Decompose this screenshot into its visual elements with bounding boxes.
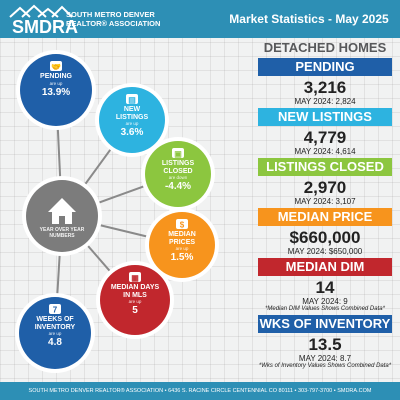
hub-label: YEAR OVER YEAR NUMBERS [39,227,85,239]
stat-prior-year: MAY 2024: 2,824 [294,97,356,106]
change-value: 13.9% [41,86,71,98]
direction-text: are up [49,80,63,86]
direction-text: are up [48,331,62,336]
stat-value: 13.5 [308,335,342,354]
stat-value: 2,970 [303,178,347,197]
detached-homes-panel: DETACHED HOMES PENDING 3,216 MAY 2024: 2,8… [252,40,398,370]
stat-block: MEDIAN PRICE $660,000 MAY 2024: $650,000 [252,208,398,256]
calendar-7-icon [49,304,61,314]
listing-sign-icon [126,94,138,104]
stat-label: PENDING [258,58,392,76]
money-bag-icon [176,219,188,229]
stat-label: MEDIAN DIM [258,258,392,276]
association-name: SOUTH METRO DENVER REALTOR® ASSOCIATION [66,10,161,28]
page-title: Market Statistics - May 2025 [229,12,389,26]
median-days-circle [100,265,170,335]
header-bar: SMDRA SOUTH METRO DENVER REALTOR® ASSOCI… [0,0,400,38]
stat-label: LISTINGS CLOSED [258,158,392,176]
listings-closed-circle [145,141,211,207]
calendar-7-icon-glyph: 7 [53,306,58,315]
stat-block: MEDIAN DIM 14 MAY 2024: 9 *Median DIM Value… [252,258,398,313]
median-prices-label: MEDIAN PRICES are up 1.5% [149,231,215,263]
listing-sign-icon-glyph: ▤ [128,96,136,105]
calendar-icon [129,272,141,282]
stat-prior-year: MAY 2024: $650,000 [287,247,363,256]
direction-text: are up [175,246,189,251]
median-prices-circle [149,212,215,278]
sold-sign-icon-glyph: ▣ [174,150,182,159]
year-over-year-diagram: 🤝 ▤ ▣ $ ▦ 7 PENDING are up 13.9% NEW LISTINGS are … [0,38,246,380]
stat-prior-year: MAY 2024: 4,614 [294,147,356,156]
stat-label: WKS OF INVENTORY [258,315,392,333]
change-value: 1.5% [170,252,194,263]
change-value: -4.4% [164,181,192,192]
pending-label: PENDING are up 13.9% [20,73,92,98]
weeks-inventory-circle [19,297,91,369]
weeks-inventory-label: WEEKS OF INVENTORY are up 4.8 [19,316,91,348]
stat-block: LISTINGS CLOSED 2,970 MAY 2024: 3,107 [252,158,398,206]
median-days-label: MEDIAN DAYS IN MLS are up 5 [100,284,170,316]
stat-label: NEW LISTINGS [258,108,392,126]
stat-note: *Wks of Inventory Values Shows Combined … [258,363,392,369]
direction-text: are up [125,121,139,126]
footer: SOUTH METRO DENVER REALTOR® ASSOCIATION … [0,382,400,400]
calendar-icon-glyph: ▦ [131,274,139,283]
logo-text: SMDRA [12,17,78,37]
smdra-logo: SMDRA [6,4,86,37]
stat-block: NEW LISTINGS 4,779 MAY 2024: 4,614 [252,108,398,156]
stat-prior-year: MAY 2024: 8.7 [298,354,352,363]
stat-note: *Median DIM Values Shows Combined Data* [265,306,385,312]
stat-value: $660,000 [289,228,361,247]
change-value: 5 [132,305,138,316]
money-bag-icon-glyph: $ [180,221,185,230]
stat-prior-year: MAY 2024: 9 [302,297,348,306]
direction-text: are up [128,299,142,304]
stat-block: WKS OF INVENTORY 13.5 MAY 2024: 8.7 *Wks of… [252,315,398,370]
stat-prior-year: MAY 2024: 3,107 [294,197,356,206]
stat-block: PENDING 3,216 MAY 2024: 2,824 [252,58,398,106]
stat-value: 3,216 [303,78,347,97]
pending-circle [20,54,92,126]
sold-sign-icon [172,148,184,158]
stat-value: 4,779 [303,128,347,147]
house-icon [48,198,76,224]
rooftops-icon [9,4,73,18]
new-listings-circle [99,87,165,153]
direction-text: are down [168,175,188,180]
section-title: DETACHED HOMES [263,40,387,55]
change-value: 4.8 [48,337,62,348]
listings-closed-label: LISTINGS CLOSED are down -4.4% [145,160,211,192]
stat-value: 14 [315,278,335,297]
stat-label: MEDIAN PRICE [258,208,392,226]
new-listings-label: NEW LISTINGS are up 3.6% [99,106,165,138]
handshake-icon-glyph: 🤝 [51,63,61,72]
handshake-icon [50,61,62,71]
change-value: 3.6% [120,127,144,138]
